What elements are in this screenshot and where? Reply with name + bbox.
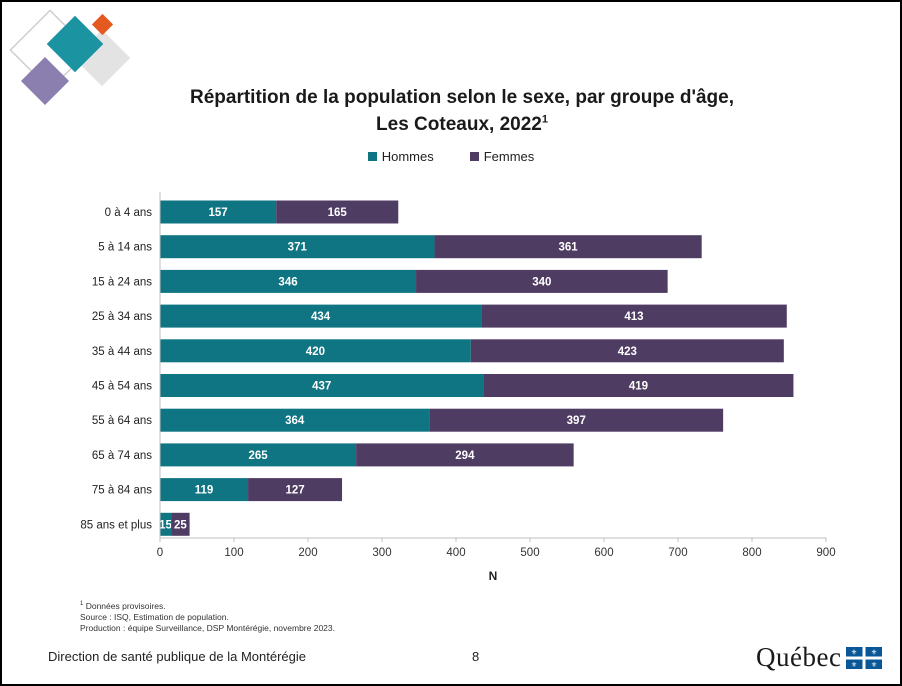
bar-hommes-85-ans-et-plus [160, 512, 172, 536]
bar-femmes-15-a-24-ans [416, 269, 668, 293]
x-tick-label-300: 300 [372, 547, 391, 559]
deco-diamond-orange [91, 13, 114, 36]
bar-hommes-5-a-14-ans [160, 235, 435, 259]
data-label-hommes-45-a-54-ans: 437 [312, 381, 331, 393]
x-tick-label-200: 200 [298, 547, 317, 559]
x-tick-label-600: 600 [594, 547, 613, 559]
quebec-wordmark: Québec [756, 642, 842, 672]
x-tick-label-900: 900 [816, 547, 835, 559]
bar-femmes-65-a-74-ans [356, 443, 574, 467]
category-label-55-a-64-ans: 55 à 64 ans [92, 415, 152, 427]
production-note: Production : équipe Surveillance, DSP Mo… [80, 622, 335, 633]
x-tick-label-700: 700 [668, 547, 687, 559]
legend-label-femmes: Femmes [483, 149, 535, 164]
x-axis-label: N [489, 569, 498, 583]
data-label-hommes-15-a-24-ans: 346 [278, 276, 297, 288]
chart-title-line1: Répartition de la population selon le se… [189, 87, 734, 108]
bar-hommes-55-a-64-ans [160, 408, 430, 432]
category-label-25-a-34-ans: 25 à 34 ans [92, 311, 152, 323]
bar-femmes-45-a-54-ans [483, 374, 794, 397]
category-label-5-a-14-ans: 5 à 14 ans [98, 242, 152, 254]
footnote-provisional: 1 Données provisoires. [80, 599, 335, 612]
data-label-femmes-15-a-24-ans: 340 [532, 276, 551, 288]
x-tick-label-400: 400 [446, 547, 465, 559]
data-label-femmes-35-a-44-ans: 423 [618, 346, 637, 358]
x-tick-label-800: 800 [742, 547, 761, 559]
chart-notes: 1 Données provisoires. Source : ISQ, Est… [80, 599, 335, 634]
bar-femmes-85-ans-et-plus [171, 512, 190, 536]
legend-item-femmes: Femmes [469, 149, 535, 164]
quebec-logo: Québec ⚜ ⚜ ⚜ ⚜ [756, 642, 883, 673]
data-label-hommes-75-a-84-ans: 119 [195, 485, 214, 497]
data-label-hommes-65-a-74-ans: 265 [248, 450, 268, 462]
data-label-hommes-85-ans-et-plus: 15 [159, 519, 172, 531]
bar-hommes-35-a-44-ans [160, 339, 471, 363]
x-tick-label-0: 0 [157, 547, 163, 559]
quebec-flag-icon: ⚜ ⚜ ⚜ ⚜ [846, 646, 883, 669]
bar-hommes-75-a-84-ans [160, 478, 249, 502]
deco-diamond-purple [20, 56, 70, 106]
chart-legend: Hommes Femmes [2, 149, 900, 164]
data-label-femmes-0-a-4-ans: 165 [328, 207, 348, 219]
data-label-hommes-55-a-64-ans: 364 [285, 415, 305, 427]
x-tick-label-500: 500 [520, 547, 539, 559]
footnote-text: Données provisoires. [83, 600, 166, 611]
bar-femmes-55-a-64-ans [429, 408, 724, 432]
footnote-marker: 1 [80, 601, 84, 607]
bar-femmes-0-a-4-ans [276, 200, 399, 224]
bar-hommes-0-a-4-ans [160, 200, 277, 224]
svg-text:⚜: ⚜ [871, 648, 877, 656]
legend-swatch-hommes [367, 152, 377, 161]
data-label-hommes-0-a-4-ans: 157 [208, 207, 227, 219]
bar-femmes-75-a-84-ans [248, 478, 343, 502]
chart-title-line2-text: Les Coteaux, 2022 [376, 114, 542, 135]
bar-femmes-35-a-44-ans [470, 339, 784, 363]
svg-text:⚜: ⚜ [851, 661, 857, 669]
category-label-15-a-24-ans: 15 à 24 ans [92, 276, 152, 288]
bar-femmes-25-a-34-ans [481, 304, 787, 328]
deco-diamond-teal [46, 15, 104, 73]
chart-title-line2: Les Coteaux, 20221 [152, 111, 772, 138]
data-label-femmes-25-a-34-ans: 413 [624, 311, 643, 323]
page-number: 8 [472, 649, 480, 664]
data-label-hommes-5-a-14-ans: 371 [288, 242, 308, 254]
data-label-femmes-45-a-54-ans: 419 [629, 381, 648, 393]
data-label-femmes-65-a-74-ans: 294 [455, 450, 475, 462]
bar-hommes-65-a-74-ans [160, 443, 357, 467]
category-label-75-a-84-ans: 75 à 84 ans [92, 485, 152, 497]
bar-hommes-25-a-34-ans [160, 304, 482, 328]
legend-label-hommes: Hommes [381, 149, 434, 164]
category-label-45-a-54-ans: 45 à 54 ans [92, 381, 152, 393]
chart-title: Répartition de la population selon le se… [152, 84, 772, 138]
chart-title-superscript: 1 [541, 113, 548, 126]
svg-text:⚜: ⚜ [851, 648, 857, 656]
data-label-hommes-35-a-44-ans: 420 [306, 346, 325, 358]
svg-text:⚜: ⚜ [871, 661, 877, 669]
population-bar-chart: 0 à 4 ans 157 165 5 à 14 ans 371 361 15 à 24 a… [80, 192, 836, 583]
legend-swatch-femmes [469, 152, 479, 161]
x-tick-label-100: 100 [224, 547, 243, 559]
category-label-0-a-4-ans: 0 à 4 ans [105, 207, 153, 219]
bar-femmes-5-a-14-ans [434, 235, 702, 259]
data-label-hommes-25-a-34-ans: 434 [311, 311, 331, 323]
footer-organization: Direction de santé publique de la Montér… [48, 649, 307, 664]
source-note: Source : ISQ, Estimation de population. [80, 611, 229, 622]
category-label-85-ans-et-plus: 85 ans et plus [80, 519, 152, 531]
bar-hommes-15-a-24-ans [160, 269, 417, 293]
bar-hommes-45-a-54-ans [160, 374, 484, 397]
data-label-femmes-85-ans-et-plus: 25 [174, 519, 187, 531]
decorative-diamonds-logo [9, 9, 131, 106]
category-label-65-a-74-ans: 65 à 74 ans [92, 450, 152, 462]
legend-item-hommes: Hommes [367, 149, 434, 164]
category-label-35-a-44-ans: 35 à 44 ans [92, 346, 152, 358]
data-label-femmes-75-a-84-ans: 127 [285, 485, 304, 497]
data-label-femmes-55-a-64-ans: 397 [567, 415, 586, 427]
data-label-femmes-5-a-14-ans: 361 [559, 242, 579, 254]
